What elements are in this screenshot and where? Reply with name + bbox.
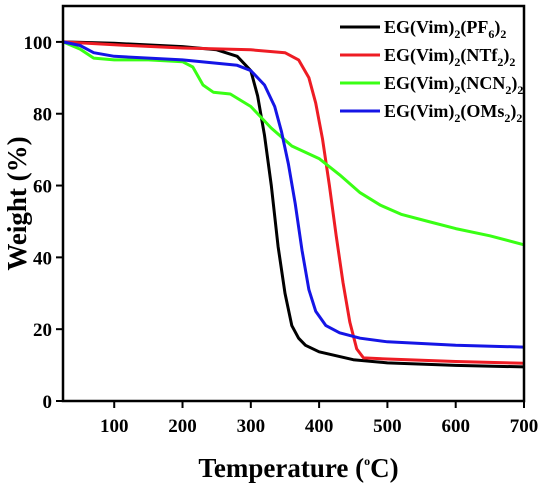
axis-ticks: 100 200 300 400 500 600 700 0 20 40 60 80 100 (24, 33, 539, 437)
x-tick-label: 400 (305, 416, 334, 437)
series-line-2 (62, 40, 525, 247)
x-tick-label: 500 (373, 416, 402, 437)
legend-label-1: EG(Vim)2(NTf2)2 (384, 45, 515, 69)
series-line-3 (62, 40, 525, 349)
y-tick-label: 40 (33, 248, 52, 269)
legend-label-3: EG(Vim)2(OMs2)2 (384, 101, 522, 125)
x-tick-label: 200 (168, 416, 197, 437)
y-tick-label: 80 (33, 105, 52, 126)
x-tick-label: 300 (237, 416, 266, 437)
y-tick-label: 100 (24, 33, 53, 54)
y-axis-title: Weight (%) (2, 136, 32, 270)
plot-frame (61, 4, 526, 403)
x-tick-label: 700 (510, 416, 539, 437)
legend-label-0: EG(Vim)2(PF6)2 (384, 17, 506, 41)
y-tick-label: 0 (43, 392, 53, 413)
y-tick-label: 60 (33, 177, 52, 198)
legend: EG(Vim)2(PF6)2 EG(Vim)2(NTf2)2 EG(Vim)2(NC… (340, 17, 523, 125)
legend-label-2: EG(Vim)2(NCN2)2 (384, 73, 523, 97)
y-tick-label: 20 (33, 320, 52, 341)
x-axis-title-sup: o (364, 454, 370, 468)
x-axis-title-end: C) (370, 453, 399, 483)
x-tick-label: 100 (100, 416, 129, 437)
series-lines (62, 40, 525, 369)
x-tick-label: 600 (441, 416, 470, 437)
x-axis-title-main: Temperature ( (198, 453, 364, 483)
x-axis-title: Temperature (oC) (198, 453, 398, 483)
